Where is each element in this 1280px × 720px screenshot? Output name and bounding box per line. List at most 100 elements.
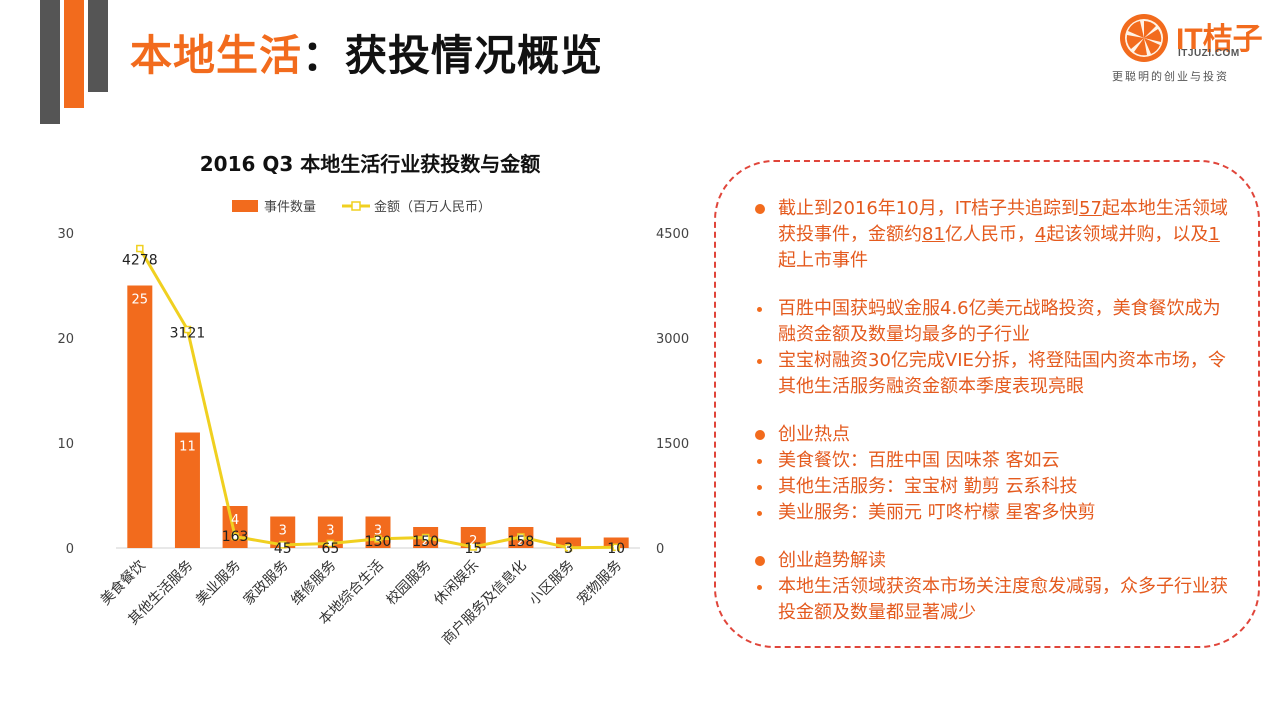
amount-data-label: 130 <box>365 534 392 550</box>
amount-point <box>564 544 573 552</box>
hot-item: 美业服务：美丽元 叮咚柠檬 星客多快剪 <box>752 500 1232 526</box>
header-bar-orange <box>64 0 84 108</box>
amount-point <box>231 532 239 541</box>
bar-data-label: 2 <box>421 534 429 549</box>
logo: IT桔子 ITJUZI.COM 更聪明的创业与投资 <box>1112 10 1268 90</box>
amount-data-label: 15 <box>464 541 482 557</box>
bar <box>556 537 582 548</box>
small-bullet-icon <box>757 359 762 364</box>
bar-data-label: 1 <box>564 545 572 560</box>
bar-data-label: 3 <box>326 524 334 539</box>
hot-item-text: 美食餐饮：百胜中国 因味茶 客如云 <box>778 450 1060 471</box>
small-bullet-icon <box>757 485 762 490</box>
summary-post: 起上市事件 <box>778 250 868 271</box>
category-tick-label: 宠物服务 <box>574 558 625 609</box>
amount-point <box>612 543 620 552</box>
heading-hotspots: 创业热点 <box>752 422 1232 448</box>
bullet-babytree-text: 宝宝树融资30亿完成VIE分拆，将登陆国内资本市场，令其他生活服务融资金额本季度… <box>778 350 1226 397</box>
page-title-part2: ：获投情况概览 <box>302 31 604 80</box>
chart-title: 2016 Q3 本地生活行业获投数与金额 <box>199 152 541 176</box>
bullet-dot-icon <box>755 204 765 214</box>
trend-item: 本地生活领域获资本市场关注度愈发减弱，众多子行业获投金额及数量都显著减少 <box>752 574 1232 626</box>
amount-point <box>517 533 525 541</box>
bullet-dot-icon <box>755 430 765 440</box>
amount-point <box>183 325 192 334</box>
small-bullet-icon <box>757 307 762 312</box>
amount-data-label: 150 <box>412 534 439 550</box>
summary-ipo-count: 1 <box>1208 224 1220 245</box>
small-bullet-icon <box>757 585 762 590</box>
y-left-tick-label: 20 <box>57 332 74 347</box>
summary-amount: 81 <box>922 224 945 245</box>
logo-domain: ITJUZI.COM <box>1178 48 1240 59</box>
bar <box>127 285 153 548</box>
legend-bar-swatch <box>232 200 258 212</box>
summary-text: 截止到2016年10月，IT桔子共追踪到57起本地生活领域获投事件，金额约81亿… <box>752 196 1232 626</box>
page-title: 本地生活：获投情况概览 <box>130 22 603 83</box>
amount-data-label: 3 <box>564 541 573 557</box>
bar <box>603 537 629 548</box>
summary-mid2: 亿人民币， <box>944 224 1035 245</box>
summary-pre: 截止到2016年10月，IT桔子共追踪到 <box>778 198 1080 219</box>
trend-item-text: 本地生活领域获资本市场关注度愈发减弱，众多子行业获投金额及数量都显著减少 <box>778 576 1228 623</box>
bar-data-label: 25 <box>132 293 149 308</box>
amount-point <box>326 539 335 548</box>
summary-mid1: 起本地生活领域获投事件，金额约 <box>778 198 1228 245</box>
heading-trends-text: 创业趋势解读 <box>778 550 886 571</box>
y-right-tick-label: 3000 <box>656 332 689 347</box>
amount-data-label: 45 <box>274 541 292 557</box>
small-bullet-icon <box>757 459 762 464</box>
category-tick-label: 小区服务 <box>526 558 577 609</box>
y-right-tick-label: 1500 <box>656 437 689 452</box>
header-bar-dark-1 <box>40 0 60 124</box>
amount-data-label: 158 <box>508 534 535 550</box>
amount-point <box>374 535 382 543</box>
header-bar-dark-2 <box>88 0 108 92</box>
category-tick-label: 美业服务 <box>193 558 244 609</box>
amount-line <box>138 247 617 550</box>
bullet-dot-icon <box>755 556 765 566</box>
bar-data-label: 1 <box>612 545 620 560</box>
hot-item-text: 美业服务：美丽元 叮咚柠檬 星客多快剪 <box>778 502 1096 523</box>
amount-point <box>136 244 144 253</box>
amount-data-label: 10 <box>607 541 625 557</box>
bullet-summary: 截止到2016年10月，IT桔子共追踪到57起本地生活领域获投事件，金额约81亿… <box>752 196 1232 274</box>
category-tick-label: 校园服务 <box>383 557 435 609</box>
bullet-yum: 百胜中国获蚂蚁金服4.6亿美元战略投资，美食餐饮成为融资金额及数量均最多的子行业 <box>752 296 1232 348</box>
amount-point <box>469 543 478 551</box>
summary-mid3: 起该领域并购，以及 <box>1046 224 1209 245</box>
logo-slogan: 更聪明的创业与投资 <box>1112 70 1229 83</box>
heading-hotspots-text: 创业热点 <box>778 424 850 445</box>
category-tick-label: 家政服务 <box>240 557 292 609</box>
amount-data-label: 65 <box>321 541 339 557</box>
bar-data-label: 3 <box>279 524 287 539</box>
orange-slice-icon <box>1120 14 1168 62</box>
logo-name: IT桔子 <box>1176 23 1263 56</box>
hot-item-text: 其他生活服务：宝宝树 勤剪 云系科技 <box>778 476 1078 497</box>
amount-data-label: 3121 <box>170 326 206 342</box>
category-tick-label: 商户服务及信息化 <box>439 557 530 648</box>
bar-data-label: 4 <box>231 513 239 528</box>
bar <box>460 527 486 548</box>
bar <box>365 516 391 548</box>
legend-line-label: 金额（百万人民币） <box>374 199 491 215</box>
hot-item: 美食餐饮：百胜中国 因味茶 客如云 <box>752 448 1232 474</box>
hot-item: 其他生活服务：宝宝树 勤剪 云系科技 <box>752 474 1232 500</box>
legend-bar-label: 事件数量 <box>264 200 316 215</box>
page-title-part1: 本地生活 <box>130 31 303 80</box>
bar-data-label: 2 <box>469 534 477 549</box>
small-bullet-icon <box>757 511 762 516</box>
bullet-yum-text: 百胜中国获蚂蚁金服4.6亿美元战略投资，美食餐饮成为融资金额及数量均最多的子行业 <box>778 298 1221 345</box>
amount-data-label: 163 <box>222 529 249 545</box>
heading-trends: 创业趋势解读 <box>752 548 1232 574</box>
amount-point <box>421 533 430 542</box>
y-left-tick-label: 30 <box>57 227 74 242</box>
amount-point <box>278 541 287 549</box>
bar-data-label: 3 <box>374 524 382 539</box>
summary-panel <box>714 160 1260 648</box>
y-left-tick-label: 10 <box>57 437 74 452</box>
bullet-babytree: 宝宝树融资30亿完成VIE分拆，将登陆国内资本市场，令其他生活服务融资金额本季度… <box>752 348 1232 400</box>
legend-line-marker <box>351 201 361 211</box>
bar <box>174 432 200 548</box>
